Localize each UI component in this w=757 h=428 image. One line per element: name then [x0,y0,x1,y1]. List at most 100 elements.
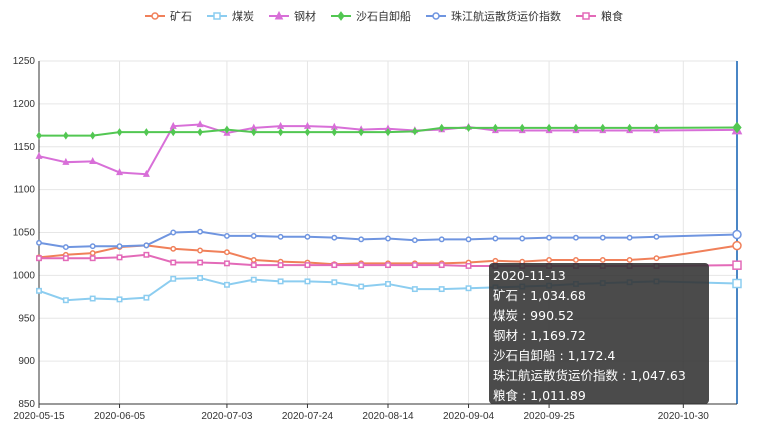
chart-axes: 850 900 950 1000 1050 1100 1150 1200 1250 2020-05… [13,56,738,422]
data-point [492,123,499,132]
x-tick-label: 2020-05-15 [13,411,65,422]
legend-marker [213,12,221,20]
data-point [732,260,742,270]
data-point [438,236,445,243]
data-point [277,128,284,137]
data-point [62,297,69,304]
data-point [599,256,606,263]
legend-marker [582,12,590,20]
data-point [573,123,579,132]
tooltip-line: 钢材 : 1,169.72 [493,328,586,343]
data-point [89,157,97,165]
data-point [143,251,150,258]
data-point [385,262,391,269]
data-point [358,262,365,269]
y-tick-label: 1050 [13,228,36,239]
chart-legend[interactable]: 矿石 煤炭 钢材 沙石自卸船 珠江航运散货运价指数 粮食 [145,9,623,23]
data-point [465,262,472,269]
data-point [546,123,552,132]
data-point [626,234,633,241]
data-point [385,128,391,137]
data-point [116,296,123,303]
data-point [36,239,42,246]
data-point [599,234,606,241]
y-tick-label: 850 [18,399,35,410]
data-point [465,123,472,132]
data-point [89,250,96,257]
data-point [465,236,472,243]
data-point [732,229,742,240]
data-point [143,294,150,301]
data-point [250,276,257,283]
data-point [250,262,257,269]
data-point [250,128,257,137]
data-point [732,121,742,134]
x-tick-label: 2020-08-14 [362,411,414,422]
x-tick-label: 2020-09-04 [443,411,495,422]
y-tick-label: 950 [18,313,35,324]
y-tick-label: 1200 [13,99,36,110]
data-point [277,278,284,285]
data-point [143,128,150,137]
data-point [304,262,311,269]
x-tick-label: 2020-07-24 [282,411,334,422]
x-tick-label: 2020-10-30 [658,411,710,422]
tooltip-line: 粮食 : 1,011.89 [493,388,586,403]
y-tick-label: 1250 [13,56,36,67]
data-point [62,157,70,165]
y-tick-label: 1100 [13,185,35,196]
data-point [36,255,42,262]
x-tick-label: 2020-06-05 [94,411,146,422]
data-point [411,286,418,293]
data-point [331,279,338,286]
chart-tooltip: 2020-11-13 矿石 : 1,034.68 煤炭 : 990.52 钢材 … [489,263,709,404]
data-point [546,234,553,241]
data-point [36,287,42,294]
x-tick-label: 2020-09-25 [523,411,575,422]
data-point [250,232,257,239]
legend-item-label: 沙石自卸船 [356,9,411,23]
data-point [546,256,553,263]
tooltip-date: 2020-11-13 [493,268,566,283]
data-point [62,244,69,251]
data-point [116,128,123,137]
data-point [277,262,284,269]
data-point [358,283,365,290]
data-point [116,168,124,176]
data-point [438,123,445,132]
data-point [438,262,445,269]
y-tick-label: 900 [18,356,35,367]
data-point [411,237,418,244]
data-point [304,278,311,285]
data-point [223,260,230,267]
data-point [572,256,579,263]
data-point [626,123,633,132]
data-point [304,233,311,240]
data-point [303,121,311,129]
data-point [143,242,150,249]
data-point [36,131,42,140]
x-tick-label: 2020-07-03 [201,411,253,422]
data-point [465,285,472,292]
data-point [197,247,204,254]
data-point [653,233,660,240]
data-point [170,229,177,236]
data-point [116,254,123,261]
data-point [197,274,204,281]
tooltip-line: 沙石自卸船 : 1,172.4 [493,348,616,363]
data-point [385,281,391,287]
data-point [197,259,204,266]
data-point [89,255,96,262]
data-point [732,278,742,289]
legend-item-label: 矿石 [170,10,192,23]
data-point [62,255,69,262]
data-point [170,259,177,266]
legend-item-label: 钢材 [294,9,316,23]
data-point [223,232,230,239]
tooltip-line: 矿石 : 1,034.68 [493,288,586,303]
data-point [358,128,364,137]
data-point [196,120,204,128]
legend-marker [432,12,440,20]
data-point [331,128,338,137]
tooltip-line: 珠江航运散货运价指数 : 1,047.63 [493,368,686,383]
